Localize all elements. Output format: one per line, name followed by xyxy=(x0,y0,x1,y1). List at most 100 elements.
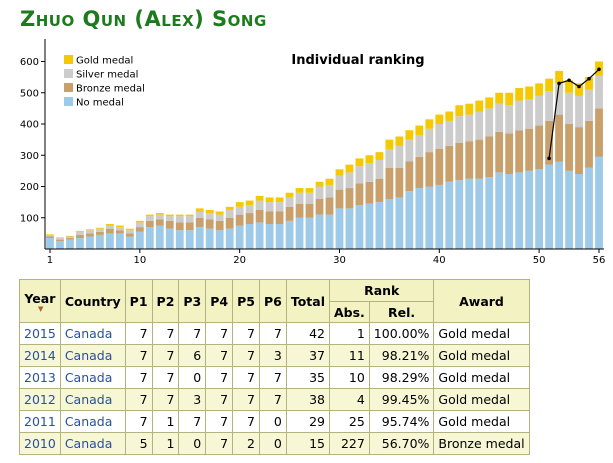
cell-country[interactable]: Canada xyxy=(59,322,126,345)
cell-year[interactable]: 2010 xyxy=(19,432,61,455)
bar-segment xyxy=(505,105,514,134)
header-p1[interactable]: P1 xyxy=(124,279,153,323)
header-p6[interactable]: P6 xyxy=(258,279,287,323)
cell-year[interactable]: 2015 xyxy=(19,322,61,345)
ranking-line xyxy=(548,68,600,159)
table-row: 2012 Canada 7 7 3 7 7 7 38 4 99.45% Gold medal xyxy=(19,388,530,411)
bar-segment xyxy=(46,234,54,235)
bar-segment xyxy=(395,197,404,249)
bar-segment xyxy=(585,120,593,168)
bar-segment xyxy=(405,130,414,140)
bar-segment xyxy=(575,95,583,128)
bar-segment xyxy=(445,181,454,249)
page-title: Zhuo Qun (Alex) Song xyxy=(20,7,267,31)
x-tick-label: 10 xyxy=(133,255,146,266)
bar-segment xyxy=(515,88,524,101)
y-tick-label: 500 xyxy=(20,88,39,99)
cell-p1: 7 xyxy=(124,344,153,367)
bar-segment xyxy=(425,128,434,153)
bar-segment xyxy=(305,192,314,204)
cell-p6: 3 xyxy=(258,344,287,367)
bar-segment xyxy=(255,222,264,249)
bar-segment xyxy=(425,152,434,187)
bar-segment xyxy=(125,236,134,249)
header-award[interactable]: Award xyxy=(433,279,530,323)
header-year[interactable]: Year ▼ xyxy=(19,279,61,323)
bar-segment xyxy=(495,131,504,173)
bar-segment xyxy=(525,99,534,129)
cell-p1: 5 xyxy=(124,432,153,455)
ranking-point xyxy=(587,76,591,81)
bar-segment xyxy=(215,214,224,221)
bar-segment xyxy=(165,216,174,221)
cell-p2: 1 xyxy=(151,432,180,455)
bar-segment xyxy=(275,197,284,203)
bar-segment xyxy=(165,228,174,249)
cell-p2: 1 xyxy=(151,410,180,433)
cell-country[interactable]: Canada xyxy=(59,410,126,433)
bar-segment xyxy=(405,139,414,162)
bar-segment xyxy=(135,222,144,228)
cell-total: 38 xyxy=(285,388,330,411)
header-p3[interactable]: P3 xyxy=(178,279,207,323)
x-tick-label: 56 xyxy=(593,255,606,266)
bar-segment xyxy=(365,155,374,164)
cell-total: 29 xyxy=(285,410,330,433)
bar-segment xyxy=(86,229,94,231)
header-total[interactable]: Total xyxy=(285,279,330,323)
bar-segment xyxy=(285,192,294,198)
bar-segment xyxy=(235,225,244,249)
bar-segment xyxy=(56,239,64,242)
header-p5[interactable]: P5 xyxy=(232,279,260,323)
bar-segment xyxy=(105,228,114,234)
cell-p1: 7 xyxy=(124,366,153,389)
bar-segment xyxy=(215,211,224,215)
bar-segment xyxy=(485,108,494,137)
bar-segment xyxy=(165,220,174,229)
bar-segment xyxy=(115,233,124,250)
cell-rank-abs: 11 xyxy=(328,344,370,367)
bar-segment xyxy=(365,203,374,249)
cell-p3: 6 xyxy=(178,344,207,367)
bar-segment xyxy=(225,217,234,229)
bar-segment xyxy=(195,208,204,212)
bar-segment xyxy=(115,230,124,234)
bar-segment xyxy=(385,149,394,168)
cell-p2: 7 xyxy=(151,322,180,345)
legend-label: No medal xyxy=(76,98,124,109)
header-rank-rel[interactable]: Rel. xyxy=(368,301,435,323)
cell-country[interactable]: Canada xyxy=(59,344,126,367)
bar-segment xyxy=(285,206,294,221)
bar-segment xyxy=(245,205,254,214)
bar-segment xyxy=(585,167,593,249)
legend-label: Gold medal xyxy=(76,56,133,67)
cell-country[interactable]: Canada xyxy=(59,432,126,455)
cell-year[interactable]: 2014 xyxy=(19,344,61,367)
cell-year[interactable]: 2011 xyxy=(19,410,61,433)
bar-segment xyxy=(425,186,434,249)
cell-award: Gold medal xyxy=(433,366,530,389)
bar-segment xyxy=(135,231,144,249)
header-p2[interactable]: P2 xyxy=(151,279,180,323)
cell-award: Gold medal xyxy=(433,344,530,367)
bar-segment xyxy=(155,213,164,215)
bar-segment xyxy=(445,120,454,146)
cell-total: 35 xyxy=(285,366,330,389)
bar-segment xyxy=(485,97,494,109)
bar-segment xyxy=(525,128,534,171)
cell-country[interactable]: Canada xyxy=(59,366,126,389)
bar-segment xyxy=(375,178,384,203)
ranking-point xyxy=(567,78,571,83)
bar-segment xyxy=(575,83,583,96)
header-rank-abs[interactable]: Abs. xyxy=(328,301,370,323)
bar-segment xyxy=(545,91,553,121)
cell-year[interactable]: 2013 xyxy=(19,366,61,389)
header-p4[interactable]: P4 xyxy=(205,279,234,323)
bar-segment xyxy=(355,183,364,206)
cell-year[interactable]: 2012 xyxy=(19,388,61,411)
cell-country[interactable]: Canada xyxy=(59,388,126,411)
x-tick-label: 20 xyxy=(233,255,246,266)
cell-rank-abs: 1 xyxy=(328,322,370,345)
bar-segment xyxy=(425,119,434,129)
header-country[interactable]: Country xyxy=(59,279,126,323)
